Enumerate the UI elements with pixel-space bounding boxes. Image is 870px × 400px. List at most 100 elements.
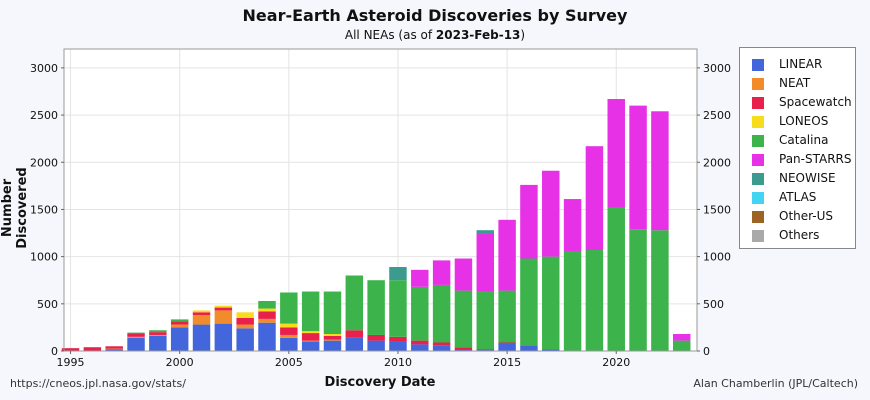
chart-subtitle: All NEAs (as of 2023-Feb-13) <box>0 28 870 42</box>
bar-segment <box>672 334 691 341</box>
bar-segment <box>280 292 298 324</box>
y-tick-label-left: 2500 <box>30 109 58 122</box>
bar-segment <box>149 332 167 335</box>
bar-segment <box>432 345 451 351</box>
x-tick-label: 1995 <box>57 356 85 369</box>
y-tick-label-right: 3000 <box>703 62 731 75</box>
y-tick-label-left: 500 <box>37 298 58 311</box>
legend-swatch <box>752 154 764 166</box>
legend-swatch <box>752 211 764 223</box>
bar-segment <box>345 337 364 351</box>
x-tick-label: 2005 <box>275 356 303 369</box>
bar-segment <box>476 349 495 351</box>
legend-swatch <box>752 116 764 128</box>
legend-label: Catalina <box>779 133 829 147</box>
x-tick-label: 2015 <box>493 356 521 369</box>
bar-segment <box>214 323 233 351</box>
bar-segment <box>149 330 167 333</box>
bar-segment <box>389 341 407 351</box>
bar-segment <box>367 340 385 351</box>
bar-segment <box>258 322 276 351</box>
bar-segment <box>542 256 560 350</box>
bar-segment <box>301 291 320 332</box>
bar-segment <box>585 146 604 251</box>
x-tick-label: 2000 <box>166 356 194 369</box>
y-axis-label: Number Discovered <box>0 167 30 249</box>
bar-segment <box>280 323 298 328</box>
bar-segment <box>585 250 604 351</box>
bar-segment <box>149 335 167 351</box>
bar-segment <box>389 336 407 342</box>
legend-swatch <box>752 230 764 242</box>
legend-label: Spacewatch <box>779 95 852 109</box>
legend-label: NEOWISE <box>779 171 836 185</box>
legend-swatch <box>752 135 764 147</box>
bar-segment <box>236 317 254 325</box>
bar-segment <box>258 300 276 309</box>
bar-segment <box>127 337 145 351</box>
source-url: https://cneos.jpl.nasa.gov/stats/ <box>10 377 186 390</box>
bar-segment <box>214 310 233 324</box>
bar-segment <box>651 230 669 351</box>
bar-segment <box>192 324 211 351</box>
bar-segment <box>542 349 560 351</box>
bar-segment <box>498 343 516 351</box>
bar-segment <box>301 331 320 334</box>
bar-segment <box>520 345 538 351</box>
bar-segment <box>607 207 625 351</box>
bar-segment <box>301 340 320 342</box>
bar-segment <box>214 305 233 308</box>
bar-segment <box>432 260 451 285</box>
y-tick-label-right: 0 <box>703 345 710 358</box>
bar-segment <box>498 219 516 291</box>
bar-segment <box>301 333 320 341</box>
y-tick-label-left: 1500 <box>30 203 58 216</box>
legend-swatch <box>752 78 764 90</box>
bar-segment <box>236 312 254 318</box>
bar-segment <box>389 280 407 337</box>
bar-segment <box>258 318 276 323</box>
legend-label: Pan-STARRS <box>779 152 852 166</box>
bar-segment <box>127 333 145 337</box>
bar-segment <box>563 199 582 251</box>
bar-segment <box>127 332 145 334</box>
bar-segment <box>345 330 364 338</box>
bar-segment <box>411 340 429 345</box>
bar-segment <box>520 184 538 259</box>
legend-label: Other-US <box>779 209 834 223</box>
y-tick-label-right: 500 <box>703 298 724 311</box>
bar-segment <box>61 348 80 351</box>
bar-segment <box>236 324 254 329</box>
plot-frame <box>63 48 698 352</box>
bar-segment <box>520 258 538 346</box>
bar-segment <box>432 284 451 343</box>
bar-segment <box>236 328 254 351</box>
bar-segment <box>192 312 211 316</box>
bar-segment <box>454 258 473 291</box>
y-tick-label-right: 1000 <box>703 251 731 264</box>
credit: Alan Chamberlin (JPL/Caltech) <box>693 377 858 390</box>
bar-segment <box>301 341 320 351</box>
y-tick-label-right: 2500 <box>703 109 731 122</box>
bar-segment <box>672 340 691 351</box>
legend-swatch <box>752 192 764 204</box>
legend-label: NEAT <box>779 76 811 90</box>
bar-segment <box>432 342 451 346</box>
bar-segment <box>323 339 342 341</box>
bar-segment <box>170 327 189 351</box>
bar-segment <box>411 286 429 341</box>
bar-segment <box>258 308 276 312</box>
legend-label: LINEAR <box>779 57 823 71</box>
legend-label: Others <box>779 228 820 242</box>
legend: LINEAR NEAT Spacewatch LONEOS Catalina Pan-ST… <box>739 47 856 249</box>
bar-segment <box>411 344 429 351</box>
bar-segment <box>629 105 647 230</box>
bar-segment <box>367 280 385 335</box>
bar-segment <box>476 230 495 234</box>
bar-segment <box>476 291 495 350</box>
y-tick-label-right: 2000 <box>703 156 731 169</box>
bar-segment <box>389 267 407 281</box>
bar-segment <box>411 269 429 287</box>
bar-segment <box>192 315 211 325</box>
